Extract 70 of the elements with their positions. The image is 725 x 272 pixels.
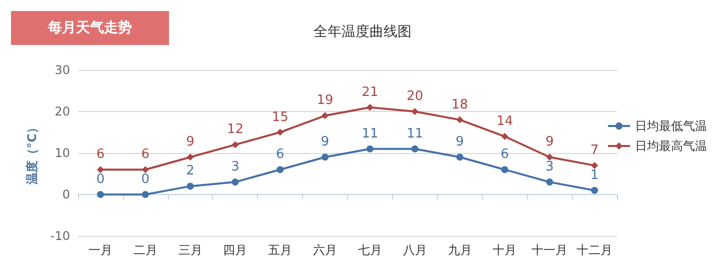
point: [96, 191, 104, 198]
x-tick-label: 四月: [223, 243, 248, 257]
point: [276, 166, 284, 174]
y-tick-label: 10: [54, 146, 70, 160]
x-tick-label: 八月: [402, 243, 427, 257]
point: [232, 141, 239, 148]
point: [456, 116, 464, 124]
data-label: 9: [186, 134, 194, 150]
point: [591, 162, 598, 169]
data-label: 18: [452, 97, 468, 112]
point: [366, 145, 374, 152]
data-label: 0: [96, 172, 105, 187]
data-label: 7: [590, 142, 599, 158]
legend-label: 日均最低气温: [635, 119, 707, 133]
y-axis-title: 温度（°C）: [25, 122, 39, 186]
data-label: 6: [96, 147, 105, 162]
data-label: 11: [362, 126, 378, 142]
x-tick-label: 六月: [313, 243, 338, 257]
point: [546, 154, 554, 161]
point: [322, 154, 329, 161]
data-label: 9: [545, 134, 554, 150]
chart-title: 全年温度曲线图: [314, 24, 412, 40]
text: 每月天气走势: [47, 20, 132, 36]
point: [546, 178, 554, 186]
data-label: 9: [456, 134, 464, 150]
y-tick-label: 0: [62, 188, 70, 202]
x-tick-label: 十二月: [576, 243, 613, 257]
data-label: 3: [231, 160, 240, 175]
point: [591, 186, 598, 194]
x-tick-label: 二月: [133, 243, 158, 257]
y-tick-label: 30: [54, 63, 70, 77]
point: [232, 178, 239, 186]
legend-label: 日均最高气温: [635, 139, 707, 153]
data-label: 2: [186, 164, 194, 179]
data-label: 21: [362, 84, 378, 100]
data-label: 3: [545, 160, 554, 175]
x-tick-label: 十月: [492, 243, 517, 257]
point: [411, 108, 418, 115]
data-label: 15: [272, 110, 288, 125]
x-tick-label: 一月: [88, 243, 112, 257]
point: [186, 154, 194, 161]
point: [411, 145, 418, 152]
data-label: 20: [406, 89, 424, 104]
point: [322, 112, 329, 120]
point: [186, 182, 194, 190]
data-label: 11: [406, 126, 424, 142]
data-label: 6: [276, 147, 284, 162]
data-label: 0: [141, 172, 150, 187]
data-label: 9: [320, 134, 330, 150]
data-label: 12: [226, 122, 244, 138]
point: [142, 166, 149, 174]
point: [501, 166, 508, 174]
data-label: 19: [316, 93, 334, 108]
point: [142, 191, 149, 198]
data-label: 6: [500, 147, 509, 162]
y-tick-label: -10: [50, 229, 70, 243]
point: [96, 166, 104, 174]
x-tick-label: 九月: [448, 243, 472, 257]
data-label: 6: [141, 147, 150, 162]
point: [366, 104, 374, 111]
x-tick-label: 五月: [268, 243, 292, 257]
x-tick-label: 十一月: [532, 243, 568, 257]
data-label: 14: [496, 114, 513, 129]
x-tick-label: 三月: [178, 243, 202, 257]
data-label: 1: [590, 168, 599, 183]
y-tick-label: 20: [54, 104, 70, 118]
point: [501, 132, 508, 140]
x-tick-label: 七月: [358, 243, 382, 257]
point: [456, 154, 464, 161]
point: [276, 128, 284, 136]
